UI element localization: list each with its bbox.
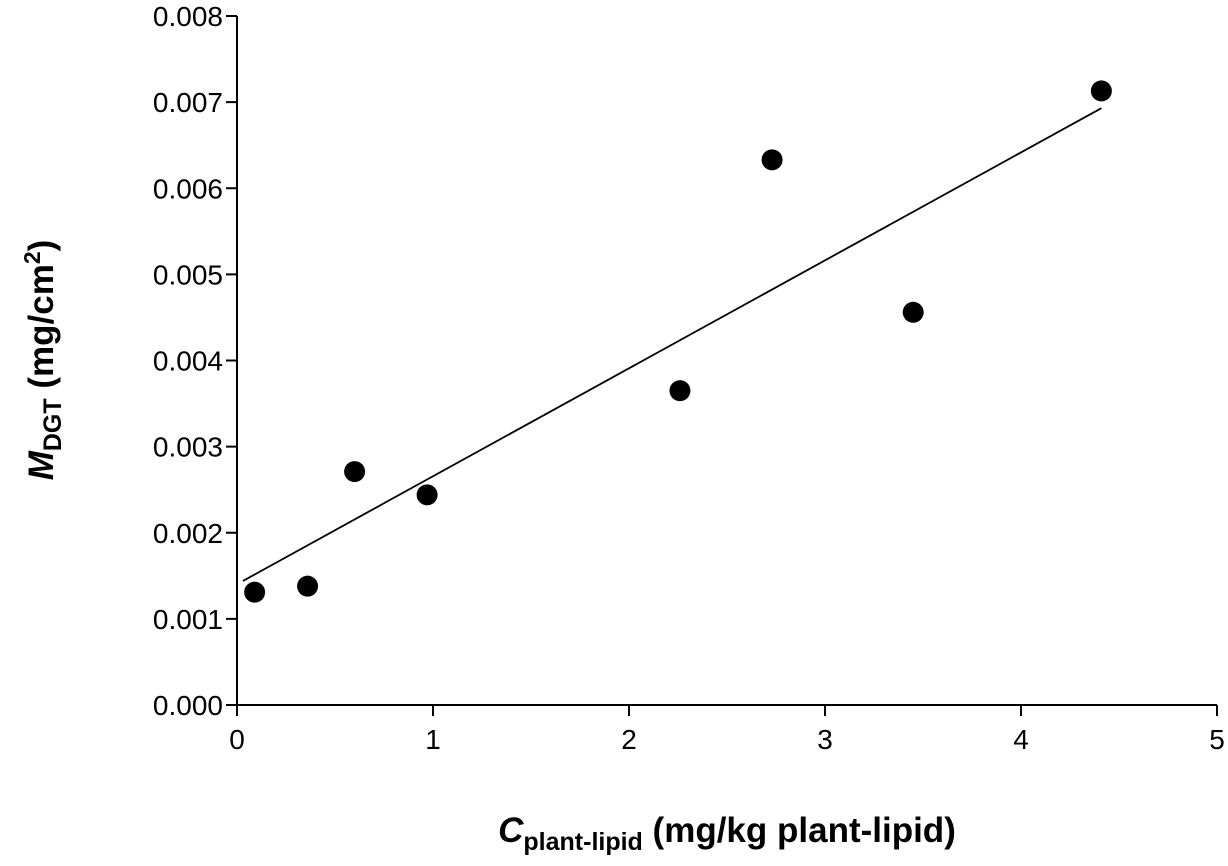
data-point [902, 301, 924, 323]
y-tick-label: 0.001 [153, 604, 223, 635]
y-tick-label: 0.004 [153, 346, 223, 377]
x-axis-label: Cplant-lipid (mg/kg plant-lipid) [498, 811, 956, 856]
x-tick-label: 0 [229, 724, 245, 755]
x-tick-label: 2 [621, 724, 637, 755]
data-point [761, 149, 783, 171]
data-point [344, 461, 366, 483]
data-point [416, 484, 438, 506]
y-tick-label: 0.007 [153, 87, 223, 118]
y-ticks: 0.000 0.001 0.002 0.003 0.004 0.005 0.006 0.007… [153, 1, 237, 721]
y-tick-label: 0.002 [153, 518, 223, 549]
y-tick-label: 0.000 [153, 690, 223, 721]
data-point [669, 380, 691, 402]
x-tick-label: 1 [425, 724, 441, 755]
x-tick-label: 3 [817, 724, 833, 755]
y-tick-label: 0.003 [153, 432, 223, 463]
regression-line [242, 107, 1102, 582]
data-point [244, 581, 266, 603]
x-tick-label: 5 [1209, 724, 1225, 755]
y-tick-label: 0.008 [153, 1, 223, 32]
y-axis-label: MDGT (mg/cm2) [19, 240, 67, 481]
x-tick-label: 4 [1013, 724, 1029, 755]
data-point [297, 575, 319, 597]
y-tick-label: 0.006 [153, 173, 223, 204]
data-marks [242, 80, 1112, 603]
axes [236, 16, 1217, 706]
y-tick-label: 0.005 [153, 259, 223, 290]
data-point [1090, 80, 1112, 102]
x-ticks: 0 1 2 3 4 5 [229, 705, 1225, 755]
